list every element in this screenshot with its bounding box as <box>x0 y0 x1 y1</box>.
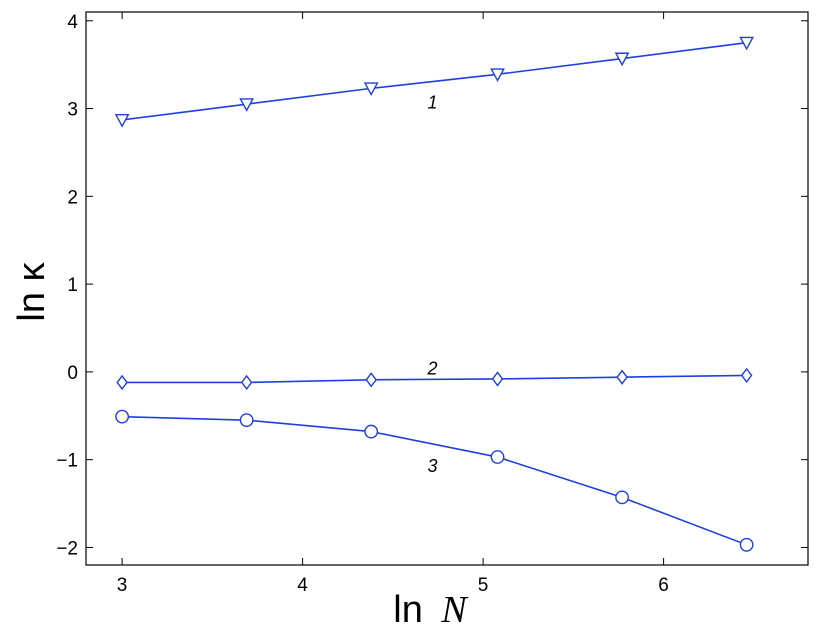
x-tick-label: 3 <box>117 575 128 596</box>
series-line-1 <box>121 41 747 121</box>
diamond-marker <box>740 367 753 384</box>
y-tick-label: −2 <box>56 538 78 559</box>
triangle-marker <box>114 113 130 128</box>
diamond-marker <box>365 372 377 388</box>
x-tick-label: 6 <box>658 575 669 596</box>
circle-marker <box>115 409 130 424</box>
x-tick-label: 4 <box>297 575 308 596</box>
y-tick-label: 0 <box>67 363 78 384</box>
series-labels: 1 2 3 <box>427 92 438 475</box>
x-axis-label-n: N <box>440 589 469 631</box>
y-tick-label: 4 <box>67 12 78 33</box>
x-axis-label-ln: ln <box>393 589 423 631</box>
y-tick-label: 2 <box>67 187 78 208</box>
triangle-marker <box>363 82 379 97</box>
axes: 3 4 5 6 −2 −1 0 1 2 3 4 <box>56 11 809 596</box>
plot-frame <box>85 11 809 566</box>
circle-marker <box>364 424 379 439</box>
circle-marker <box>615 490 629 505</box>
triangle-marker <box>239 98 255 112</box>
y-tick-label: 3 <box>67 100 78 121</box>
triangle-marker <box>490 68 505 82</box>
plot-marks <box>114 36 755 552</box>
series-line-3 <box>122 415 747 546</box>
diamond-marker <box>116 374 128 391</box>
diamond-marker <box>240 374 253 391</box>
diamond-marker <box>491 371 504 387</box>
y-tick-label: 1 <box>67 275 78 296</box>
diamond-marker <box>616 369 628 385</box>
y-tick-label: −1 <box>56 451 78 472</box>
triangle-marker <box>614 52 630 67</box>
series-label-1: 1 <box>428 92 438 112</box>
series-line-2 <box>122 374 747 384</box>
series-label-3: 3 <box>428 456 438 476</box>
x-tick-label: 5 <box>478 575 489 596</box>
circle-marker <box>239 413 254 428</box>
circle-marker <box>739 537 754 552</box>
circle-marker <box>490 450 505 464</box>
series-label-2: 2 <box>427 358 438 378</box>
plot-lines <box>121 41 747 546</box>
x-axis-label: ln N <box>393 589 469 631</box>
y-axis-label: ln κ <box>11 261 53 321</box>
triangle-marker <box>739 36 755 51</box>
